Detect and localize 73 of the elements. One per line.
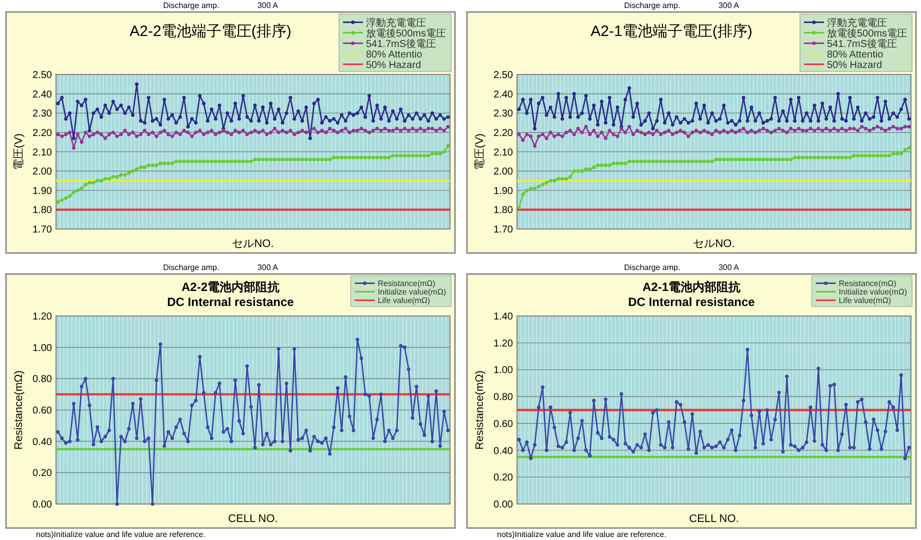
- y-tick-label: 2.10: [32, 147, 52, 158]
- y-tick-label: 0.20: [494, 472, 514, 484]
- text: 300 A: [257, 263, 279, 272]
- y-tick-label: 1.20: [494, 338, 514, 350]
- legend-label: Resistance(mΩ): [838, 279, 897, 288]
- text: Discharge amp.: [624, 263, 680, 272]
- chart-subtitle: DC Internal resistance: [167, 295, 294, 309]
- y-tick-label: 0.80: [494, 392, 514, 404]
- y-tick-label: 2.50: [494, 70, 514, 81]
- legend-label: 80% Attentio: [826, 49, 884, 60]
- legend-label: 50% Hazard: [826, 60, 882, 71]
- y-tick-label: 0.20: [32, 468, 52, 480]
- text: Discharge amp.: [624, 1, 680, 10]
- chart-title: A2-1電池端子電圧(排序): [590, 23, 752, 40]
- y-tick-label: 1.90: [494, 186, 514, 197]
- y-tick-label: 1.80: [32, 205, 52, 216]
- chart-title: A2-2電池端子電圧(排序): [130, 23, 292, 40]
- x-axis-title: CELL NO.: [689, 513, 739, 525]
- text: Discharge amp.: [163, 263, 220, 272]
- y-tick-label: 2.00: [494, 166, 514, 178]
- y-tick-label: 1.70: [32, 224, 52, 236]
- y-tick-label: 2.50: [32, 70, 52, 81]
- text: 300 A: [257, 1, 279, 10]
- chart-title: A2-2電池内部阻抗: [181, 280, 280, 294]
- text: 300 A: [718, 1, 740, 10]
- y-tick-label: 1.00: [32, 342, 52, 354]
- y-tick-label: 2.10: [494, 147, 514, 158]
- y-tick-label: 1.20: [32, 312, 52, 322]
- y-tick-label: 0.40: [32, 436, 52, 448]
- y-tick-label: 2.00: [32, 166, 52, 178]
- chart-subtitle: DC Internal resistance: [628, 295, 756, 309]
- y-tick-label: 1.70: [494, 224, 514, 236]
- legend-label: 浮動充電電圧: [826, 16, 887, 29]
- y-tick-label: 1.00: [494, 365, 514, 376]
- legend-label: Initialize value(mΩ): [378, 288, 446, 297]
- y-tick-label: 0.60: [32, 406, 52, 416]
- y-axis-title: 電圧(V): [474, 133, 486, 170]
- legend-label: 80% Attentio: [366, 49, 423, 60]
- y-tick-label: 1.80: [494, 205, 514, 216]
- x-axis-title: セルNO.: [232, 238, 274, 250]
- legend-label: 放電後500ms電圧: [826, 27, 907, 40]
- y-tick-label: 1.90: [32, 186, 52, 197]
- x-axis-title: セルNO.: [693, 238, 735, 250]
- y-tick-label: 2.20: [494, 128, 514, 139]
- y-tick-label: 2.40: [32, 89, 52, 100]
- legend-label: Resistance(mΩ): [378, 279, 436, 288]
- y-axis-title: Resistance(mΩ): [13, 370, 25, 450]
- y-tick-label: 1.40: [494, 312, 514, 322]
- text: 300 A: [718, 263, 740, 272]
- y-axis-title: Resistance(mΩ): [474, 370, 486, 450]
- legend-label: 浮動充電電圧: [366, 16, 426, 29]
- y-tick-label: 0.00: [494, 500, 514, 510]
- text: nots)Initialize value and life value are reference.: [36, 530, 206, 539]
- legend-label: 541.7mS後電圧: [366, 38, 436, 50]
- y-tick-label: 2.30: [494, 108, 514, 120]
- y-tick-label: 2.20: [32, 128, 52, 139]
- chart-title: A2-1電池内部阻抗: [642, 280, 741, 294]
- y-tick-label: 2.40: [494, 89, 514, 100]
- y-axis-title: 電圧(V): [13, 133, 25, 170]
- legend-label: 541.7mS後電圧: [826, 38, 898, 50]
- y-tick-label: 2.30: [32, 108, 52, 120]
- legend-label: Initialize value(mΩ): [838, 288, 908, 297]
- y-tick-label: 0.80: [32, 374, 52, 386]
- text: nots)Initialize value and life value are reference.: [497, 530, 666, 539]
- legend-label: 50% Hazard: [366, 60, 422, 71]
- legend-label: 放電後500ms電圧: [366, 27, 446, 40]
- legend-label: Life value(mΩ): [378, 296, 430, 306]
- text: Discharge amp.: [163, 1, 220, 10]
- x-axis-title: CELL NO.: [228, 513, 278, 525]
- legend-label: Life value(mΩ): [838, 296, 892, 306]
- y-tick-label: 0.40: [494, 446, 514, 457]
- y-tick-label: 0.60: [494, 418, 514, 430]
- y-tick-label: 0.00: [32, 500, 52, 510]
